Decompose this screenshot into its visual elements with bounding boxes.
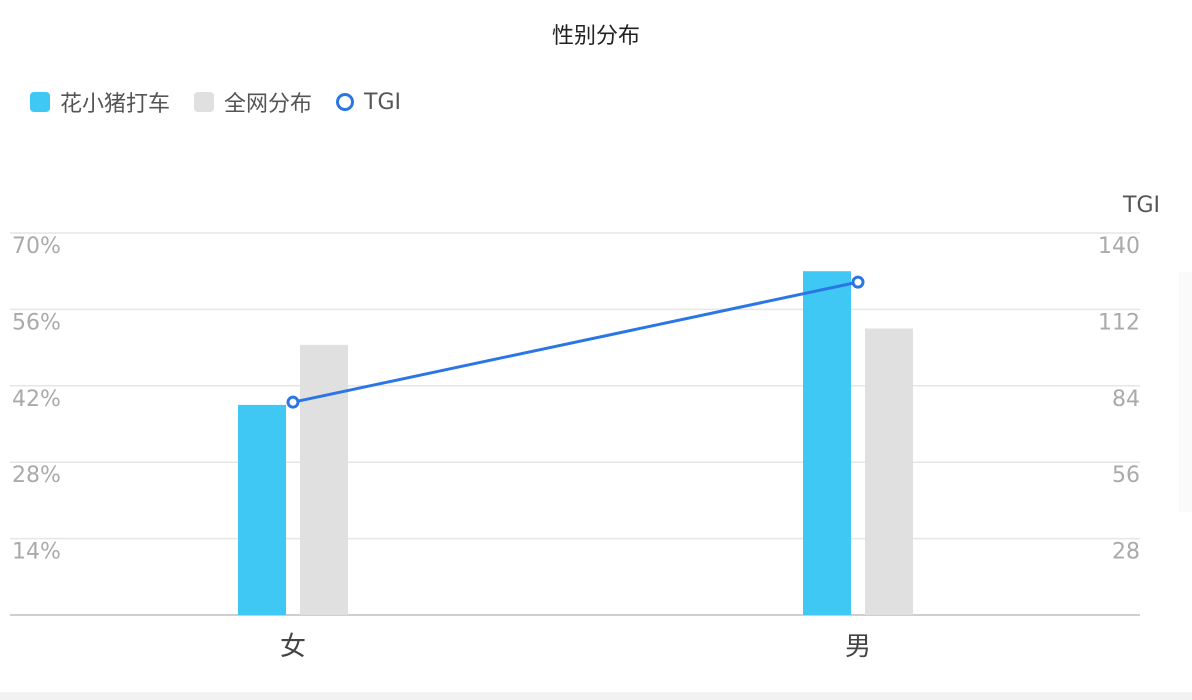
tgi-line [292,280,859,404]
legend-label-network: 全网分布 [224,92,313,117]
y-right-tick-label: 112 [1098,310,1140,335]
tgi-point-0 [286,395,300,409]
scroll-edge [1179,272,1192,512]
bar-huaxiaozhu-1 [803,271,851,615]
y-left-tick-label: 14% [12,540,61,565]
legend-swatch-huaxiaozhu [30,92,50,112]
chart-title: 性别分布 [551,24,640,49]
legend-swatch-network [194,92,215,112]
bar-network-1 [865,328,913,615]
legend-item-tgi[interactable]: TGI [336,90,401,115]
bar-huaxiaozhu-0 [238,404,286,615]
y-left-tick-label: 56% [12,310,61,335]
x-tick-label: 男 [845,632,871,662]
bar-network-0 [300,344,348,615]
y-left-tick-label: 42% [12,387,61,412]
legend-item-huaxiaozhu[interactable]: 花小猪打车 [30,86,170,118]
legend-swatch-tgi [336,93,355,111]
x-tick-label: 女 [280,632,306,662]
chart-legend: 花小猪打车 全网分布 TGI [30,86,401,118]
legend-label-huaxiaozhu: 花小猪打车 [60,92,171,117]
y-left-tick-label: 70% [12,234,61,259]
y-right-tick-label: 84 [1112,387,1140,412]
legend-item-network[interactable]: 全网分布 [194,86,312,118]
y-right-axis-label: TGI [1122,193,1160,218]
bottom-divider [0,692,1192,700]
y-right-tick-label: 56 [1112,463,1140,488]
legend-label-tgi: TGI [364,89,402,115]
y-left-tick-label: 28% [12,463,61,488]
y-right-tick-label: 140 [1098,234,1140,259]
tgi-point-1 [851,275,865,289]
y-right-tick-label: 28 [1112,540,1140,565]
